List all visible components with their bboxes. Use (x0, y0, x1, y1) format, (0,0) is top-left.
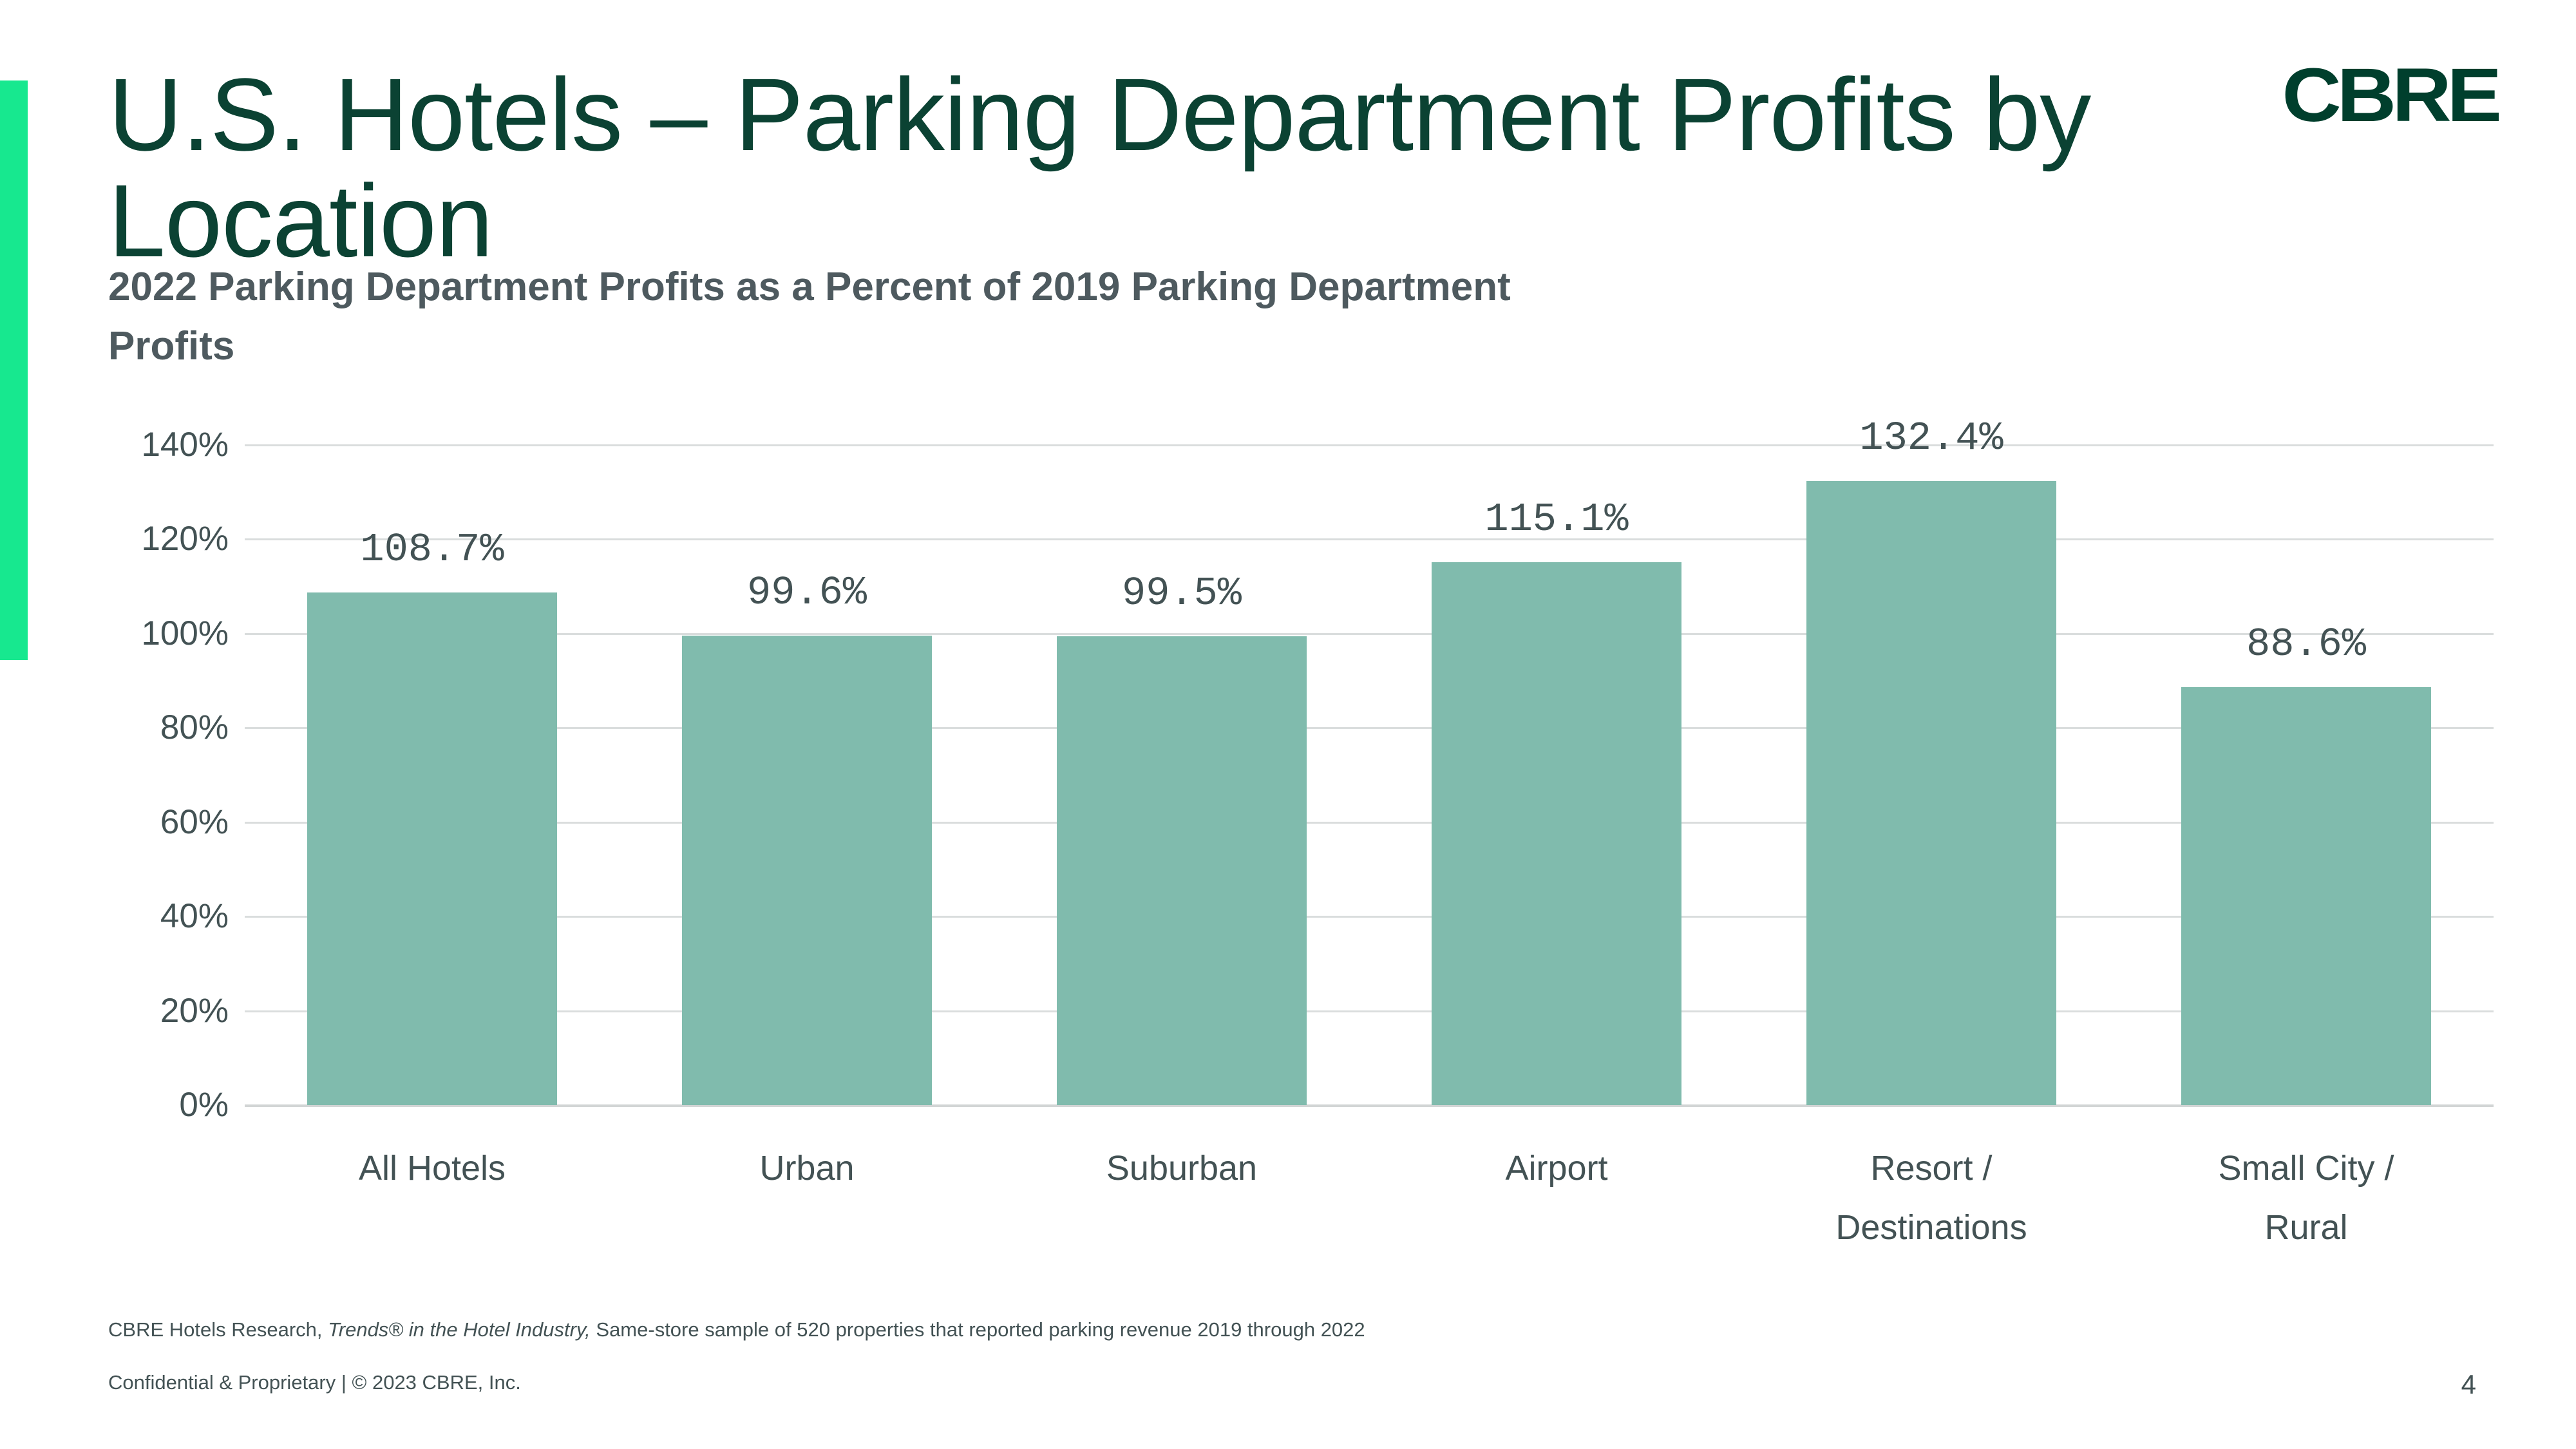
chart-subtitle-line-2: Profits (108, 324, 235, 368)
bar-value-label: 99.5% (1121, 570, 1242, 616)
page-number: 4 (2461, 1369, 2476, 1399)
x-axis-category-label: Airport (1505, 1149, 1608, 1188)
cbre-logo: CBRE (2282, 53, 2502, 138)
bar (682, 635, 932, 1105)
bar (1057, 636, 1307, 1105)
x-axis-category-label: Small City / Rural (2218, 1149, 2394, 1247)
bar-value-label: 132.4% (1859, 415, 2003, 461)
page-title-line-1: U.S. Hotels – Parking Department Profits… (108, 57, 2091, 172)
y-axis-tick-label: 140% (141, 426, 229, 464)
gridline (245, 538, 2494, 541)
left-accent-bar (0, 80, 28, 660)
chart-subtitle: 2022 Parking Department Profits as a Per… (108, 258, 2040, 376)
source-note-sample: Same-store sample of 520 properties that… (590, 1318, 1365, 1341)
bar-value-label: 115.1% (1484, 497, 1629, 543)
confidentiality-notice: Confidential & Proprietary | © 2023 CBRE… (108, 1371, 521, 1394)
y-axis-tick-label: 100% (141, 614, 229, 652)
gridline (245, 727, 2494, 730)
bar (1806, 480, 2056, 1105)
y-axis-tick-label: 120% (141, 520, 229, 558)
gridline (245, 916, 2494, 918)
x-axis-line (245, 1104, 2494, 1107)
bar-value-label: 108.7% (360, 527, 504, 573)
y-axis-tick-label: 80% (160, 708, 229, 747)
source-note-text: CBRE Hotels Research, (108, 1318, 328, 1341)
bar-value-label: 99.6% (746, 569, 867, 616)
x-axis-category-label: All Hotels (358, 1149, 506, 1188)
gridline (245, 821, 2494, 824)
page-title: U.S. Hotels – Parking Department Profits… (108, 61, 2298, 274)
chart-subtitle-line-1: 2022 Parking Department Profits as a Per… (108, 265, 1511, 309)
y-axis-tick-label: 0% (179, 1086, 229, 1124)
y-axis-tick-label: 40% (160, 897, 229, 936)
x-axis-category-label: Urban (759, 1149, 855, 1188)
y-axis-tick-label: 60% (160, 802, 229, 841)
bar-value-label: 88.6% (2246, 621, 2367, 668)
gridline (245, 632, 2494, 635)
bar (307, 592, 557, 1105)
page-title-line-2: Location (108, 163, 493, 278)
source-note-publication: Trends® in the Hotel Industry, (328, 1318, 591, 1341)
source-note: CBRE Hotels Research, Trends® in the Hot… (108, 1318, 2298, 1342)
x-axis-category-label: Resort / Destinations (1835, 1149, 2027, 1247)
gridline (245, 1010, 2494, 1012)
gridline (245, 444, 2494, 446)
bar (1432, 562, 1681, 1105)
x-axis-category-label: Suburban (1106, 1149, 1258, 1188)
y-axis-tick-label: 20% (160, 991, 229, 1030)
bar (2181, 687, 2431, 1105)
